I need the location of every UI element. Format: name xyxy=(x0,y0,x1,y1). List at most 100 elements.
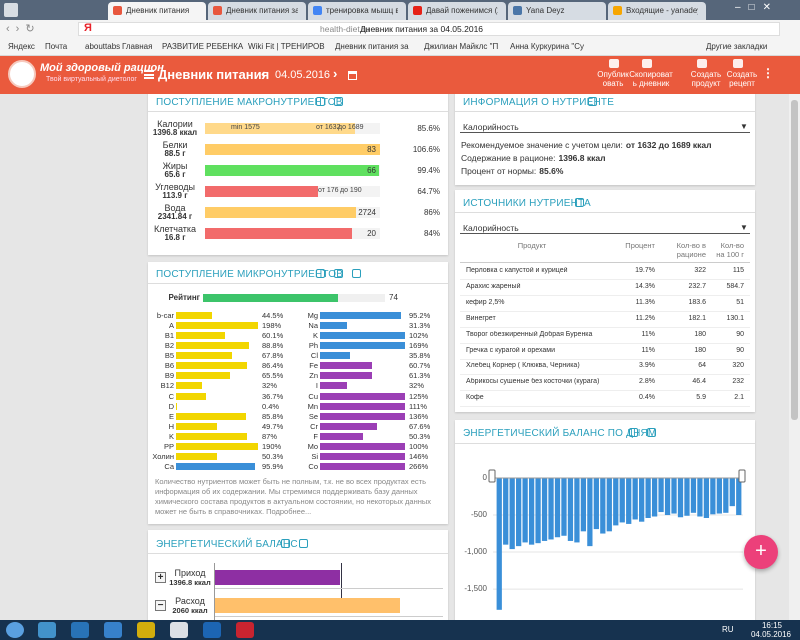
micro-percent: 32% xyxy=(409,381,425,391)
micro-track xyxy=(320,362,405,370)
bar xyxy=(541,478,548,541)
bar xyxy=(580,478,587,532)
start-button[interactable] xyxy=(6,622,24,638)
micro-track xyxy=(176,463,258,471)
micro-track xyxy=(176,442,258,450)
toggle-button[interactable]: − xyxy=(155,600,166,611)
bookmark-folder[interactable]: Другие закладки xyxy=(706,42,768,51)
table-rule xyxy=(460,342,750,344)
micro-name: Ph xyxy=(308,341,318,351)
select[interactable]: Калорийность xyxy=(460,121,750,133)
info-label: Рекомендуемое значение с учетом цели: xyxy=(461,140,623,150)
panel-title: ПОСТУПЛЕНИЕ МИКРОНУТРИЕНТОВ xyxy=(156,269,344,280)
bar xyxy=(205,228,352,239)
bar xyxy=(554,478,561,538)
grid-line xyxy=(215,616,443,617)
table-rule xyxy=(460,374,750,376)
panel xyxy=(455,88,755,185)
micro-track xyxy=(176,452,258,460)
taskbar-app[interactable] xyxy=(104,622,122,638)
action-button[interactable]: Скопировать дневник xyxy=(629,70,673,88)
bookmark[interactable]: РАЗВИТИЕ РЕБЕНКА xyxy=(162,42,244,51)
micro-track xyxy=(320,402,405,410)
more-menu[interactable]: ⋮ xyxy=(762,66,774,80)
taskbar-app[interactable] xyxy=(38,622,56,638)
micro-name: K xyxy=(312,331,318,341)
bar xyxy=(503,478,509,545)
micro-bar xyxy=(176,332,226,340)
action-button[interactable]: Опубликовать xyxy=(597,70,629,88)
micro-percent: 266% xyxy=(409,462,429,472)
url-title: Дневник питания за 04.05.2016 xyxy=(360,24,484,34)
info-line: Процент от нормы: 85.6% xyxy=(461,166,751,176)
bar xyxy=(496,478,502,610)
taskbar-app[interactable] xyxy=(137,622,155,638)
icon xyxy=(334,269,343,278)
grid-line xyxy=(215,588,443,589)
action-button[interactable]: Создать продукт xyxy=(690,70,722,88)
marker-label: до 1689 xyxy=(338,124,364,131)
percent: 84% xyxy=(423,229,440,238)
action-button[interactable]: Создать рецепт xyxy=(726,70,758,88)
taskbar-app[interactable] xyxy=(236,622,254,638)
bar xyxy=(528,478,535,545)
tab[interactable]: Yana Deyz xyxy=(508,2,606,20)
micro-name: Zn xyxy=(309,371,318,381)
toggle-button[interactable]: + xyxy=(155,572,166,583)
table-rule xyxy=(460,358,750,360)
taskbar-app[interactable] xyxy=(71,622,89,638)
micro-percent: 88.8% xyxy=(262,341,284,351)
icon xyxy=(647,428,656,437)
micro-bar xyxy=(320,432,363,440)
bookmark[interactable]: Главная xyxy=(122,42,153,51)
micro-track xyxy=(176,392,258,400)
next-day[interactable]: › xyxy=(333,66,338,81)
micro-name: Se xyxy=(308,411,318,421)
panel-title: ЭНЕРГЕТИЧЕСКИЙ БАЛАНС ПО ДНЯМ xyxy=(463,428,657,439)
bookmark[interactable]: Wiki Fit | ТРЕНИРОВ xyxy=(248,42,325,51)
micro-percent: 100% xyxy=(409,441,429,451)
tab[interactable]: тренировка мышц вн xyxy=(308,2,406,20)
url-host[interactable]: health-diet.ru xyxy=(320,24,370,34)
table-cell: 115 xyxy=(732,267,744,274)
calendar-icon[interactable] xyxy=(348,71,357,80)
bookmark[interactable]: Дневник питания за xyxy=(335,42,409,51)
micro-bar xyxy=(320,372,373,380)
taskbar-app[interactable] xyxy=(170,622,188,638)
select[interactable]: Калорийность xyxy=(460,222,750,234)
action-icon xyxy=(609,59,619,68)
micro-name: Cl xyxy=(310,351,318,361)
fab-add[interactable]: + xyxy=(744,535,778,569)
micro-track xyxy=(176,312,258,319)
bookmark[interactable]: Анна Куркурина "Су xyxy=(510,42,584,51)
bar xyxy=(677,478,684,518)
tab-favicon xyxy=(213,6,222,15)
menu-icon[interactable] xyxy=(144,70,154,79)
tab-title: Yana Deyz xyxy=(526,6,565,15)
tab[interactable]: Входящие - yanadeyz xyxy=(608,2,706,20)
micro-percent: 86.4% xyxy=(262,361,284,371)
tab[interactable]: Дневник питания за xyxy=(208,2,306,20)
tab[interactable]: Дневник питания xyxy=(108,2,206,20)
nav-buttons: ‹›↻ xyxy=(6,23,41,35)
bookmark[interactable]: abouttabs xyxy=(85,42,121,51)
tab-title: Входящие - yanadeyz xyxy=(626,6,698,15)
micro-name: F xyxy=(313,431,318,441)
diary-date[interactable]: 04.05.2016 xyxy=(275,69,331,81)
tab-favicon xyxy=(613,6,622,15)
table-cell: 3.9% xyxy=(639,362,655,370)
tab[interactable]: Давай поженимся (20 xyxy=(408,2,506,20)
bookmark[interactable]: Джилиан Майклс "П xyxy=(424,42,499,51)
bookmark[interactable]: Почта xyxy=(45,42,68,51)
micro-bar xyxy=(176,382,203,390)
taskbar-app[interactable] xyxy=(203,622,221,638)
micro-bar xyxy=(176,352,232,360)
axis-line xyxy=(341,563,342,603)
y-tick-label: -1,000 xyxy=(464,547,487,556)
bookmark[interactable]: Яндекс xyxy=(8,42,35,51)
bar xyxy=(736,478,742,516)
bar xyxy=(723,478,729,513)
prev-day[interactable]: ‹ xyxy=(261,66,266,81)
micro-name: A xyxy=(168,321,174,331)
bar xyxy=(626,478,632,524)
